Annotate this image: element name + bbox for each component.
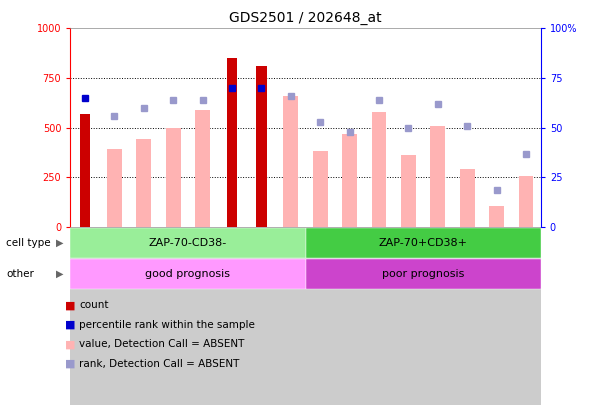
Title: GDS2501 / 202648_at: GDS2501 / 202648_at (229, 11, 382, 25)
Text: good prognosis: good prognosis (145, 269, 230, 279)
Bar (284, 96, 298, 227)
Text: ■: ■ (65, 339, 76, 349)
Bar (166, 128, 180, 227)
Text: rank, Detection Call = ABSENT: rank, Detection Call = ABSENT (79, 359, 240, 369)
Text: ■: ■ (65, 359, 76, 369)
Bar (431, 126, 445, 227)
Bar (519, 176, 533, 227)
Text: ▶: ▶ (56, 269, 64, 279)
Bar (70, 228, 306, 258)
Text: percentile rank within the sample: percentile rank within the sample (79, 320, 255, 330)
Bar (107, 149, 122, 227)
Text: poor prognosis: poor prognosis (382, 269, 464, 279)
Text: count: count (79, 301, 109, 310)
Bar (80, 114, 90, 227)
Bar (489, 206, 504, 227)
Bar (371, 112, 386, 227)
Text: ZAP-70-CD38-: ZAP-70-CD38- (148, 238, 227, 248)
Bar (227, 58, 237, 227)
Text: other: other (6, 269, 34, 279)
Bar (196, 110, 210, 227)
Bar (70, 259, 306, 289)
Bar (256, 66, 266, 227)
Bar (306, 228, 541, 258)
Bar (342, 134, 357, 227)
Text: value, Detection Call = ABSENT: value, Detection Call = ABSENT (79, 339, 245, 349)
Text: ■: ■ (65, 301, 76, 310)
Text: ■: ■ (65, 320, 76, 330)
Bar (401, 156, 415, 227)
Text: ZAP-70+CD38+: ZAP-70+CD38+ (379, 238, 467, 248)
Text: cell type: cell type (6, 238, 51, 248)
Bar (313, 151, 327, 227)
Bar (460, 169, 475, 227)
Bar (306, 259, 541, 289)
Bar (136, 139, 151, 227)
Text: ▶: ▶ (56, 238, 64, 248)
